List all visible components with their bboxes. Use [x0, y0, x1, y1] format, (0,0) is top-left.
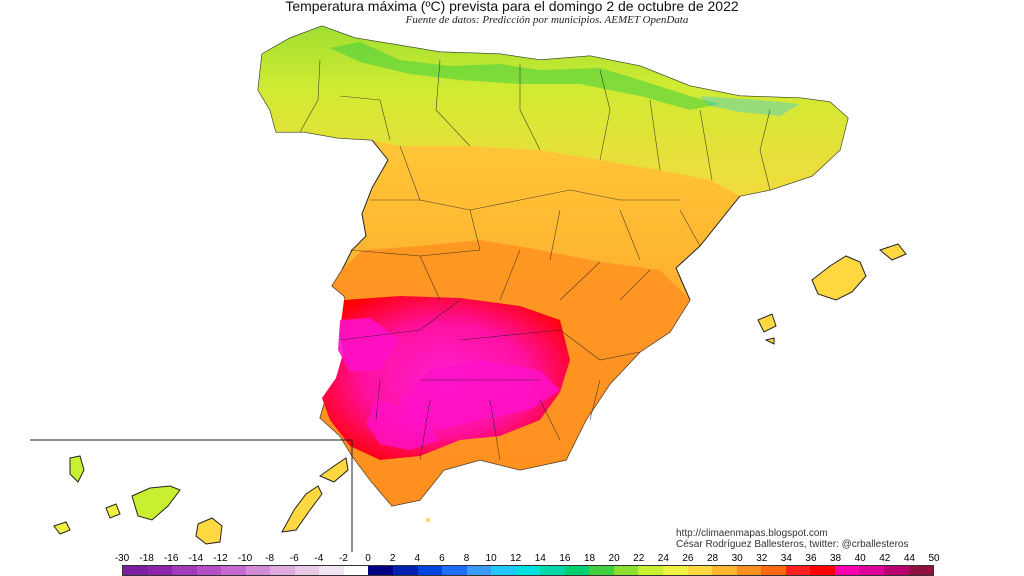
legend-swatch	[196, 566, 222, 575]
la-palma	[69, 455, 85, 483]
legend-swatch	[442, 566, 467, 575]
legend-swatch	[859, 566, 884, 575]
legend-swatch	[417, 566, 443, 575]
legend-tick-label: 40	[854, 553, 866, 564]
legend-tick-label: 38	[830, 553, 842, 564]
legend-tick-label: -10	[237, 553, 253, 564]
legend-tick-label: 28	[706, 553, 719, 564]
credits-url: http://climaenmapas.blogspot.com	[676, 528, 828, 539]
legend-swatch	[834, 566, 860, 575]
legend-tick-label: 4	[414, 553, 421, 564]
melilla-dot	[426, 518, 430, 522]
hot-magenta-core-2	[400, 360, 560, 430]
legend-swatch	[785, 566, 811, 575]
legend-tick-label: -4	[314, 553, 324, 564]
legend-tick-label: -30	[114, 553, 130, 564]
tenerife	[131, 485, 181, 521]
legend-tick-label: 44	[903, 553, 915, 564]
legend-tick-label: -2	[339, 553, 348, 564]
legend-tick-label: 36	[805, 553, 817, 564]
legend-swatch	[908, 566, 934, 575]
legend-tick-label: 22	[633, 553, 645, 564]
legend-tick-label: 18	[583, 553, 596, 564]
legend-tick-label: 10	[485, 553, 497, 564]
legend-tick-label: -16	[163, 553, 179, 564]
legend-swatch	[270, 566, 295, 575]
legend-tick-label: 20	[608, 553, 620, 564]
hot-magenta-core-3	[366, 400, 440, 450]
legend-tick-label: 30	[731, 553, 743, 564]
legend-tick-label: -6	[289, 553, 299, 564]
pyrenees-range	[700, 96, 800, 116]
legend-tick-label: 34	[780, 553, 792, 564]
legend-swatch	[491, 566, 516, 575]
ibiza	[757, 313, 777, 333]
legend-tick-label: 2	[389, 553, 396, 564]
legend-swatch	[663, 566, 688, 575]
legend-swatch	[319, 566, 344, 575]
legend-swatch	[368, 566, 394, 575]
fuerteventura	[281, 485, 323, 533]
legend-tick-label: 24	[657, 553, 669, 564]
legend-swatch	[761, 566, 786, 575]
legend-tick-label: 6	[439, 553, 445, 564]
canary-inset-frame	[30, 439, 353, 552]
legend-swatch	[123, 566, 148, 575]
legend-swatch	[564, 566, 590, 575]
legend-tick-label: 0	[365, 553, 371, 564]
legend-color-bar	[122, 565, 934, 576]
legend-swatch	[638, 566, 664, 575]
legend-tick-label: 16	[559, 553, 571, 564]
legend-tick-label: -12	[213, 553, 228, 564]
legend-swatch	[687, 566, 713, 575]
legend-tick-label: 8	[463, 553, 470, 564]
province-borders	[299, 59, 771, 461]
legend-tick-label: 14	[534, 553, 546, 564]
legend-swatch	[393, 566, 418, 575]
legend-swatch	[147, 566, 173, 575]
legend-swatch	[736, 566, 762, 575]
credits: http://climaenmapas.blogspot.com César R…	[676, 528, 908, 550]
gran-canaria	[195, 517, 223, 545]
legend-swatch	[540, 566, 565, 575]
legend-swatch	[810, 566, 835, 575]
hot-magenta-core	[338, 318, 400, 372]
menorca	[878, 243, 907, 261]
legend-swatch	[172, 566, 197, 575]
legend-swatch	[343, 566, 369, 575]
legend-tick-label: 26	[682, 553, 694, 564]
legend-tick-label: -14	[188, 553, 204, 564]
legend-swatch	[294, 566, 320, 575]
legend-swatch	[221, 566, 246, 575]
map-title: Temperatura máxima (ºC) prevista para el…	[285, 0, 739, 14]
map-subtitle: Fuente de datos: Predicción por municipi…	[405, 14, 689, 26]
legend-swatch	[589, 566, 614, 575]
legend-tick-label: -8	[265, 553, 275, 564]
legend-swatch	[883, 566, 909, 575]
legend-labels: -30 -18 -16 -14 -12 -10 -8 -6 -4 -2 0 2 4 6 8 10 12 14 16 1…	[110, 553, 940, 565]
mallorca	[811, 255, 867, 301]
legend-swatch	[613, 566, 639, 575]
cantabrian-range	[330, 42, 720, 110]
credits-author: César Rodríguez Ballesteros, twitter: @c…	[676, 539, 909, 550]
el-hierro	[53, 521, 71, 535]
legend-tick-label: -18	[139, 553, 154, 564]
legend-tick-label: 12	[510, 553, 522, 564]
legend-swatch	[466, 566, 492, 575]
legend-swatch	[245, 566, 271, 575]
legend-swatch	[515, 566, 541, 575]
legend-swatch	[712, 566, 737, 575]
lanzarote	[318, 457, 349, 483]
legend-tick-label: 42	[879, 553, 891, 564]
legend-tick-label: 50	[928, 553, 940, 564]
legend-tick-label: 32	[756, 553, 768, 564]
formentera	[764, 337, 775, 345]
la-gomera	[105, 503, 121, 519]
